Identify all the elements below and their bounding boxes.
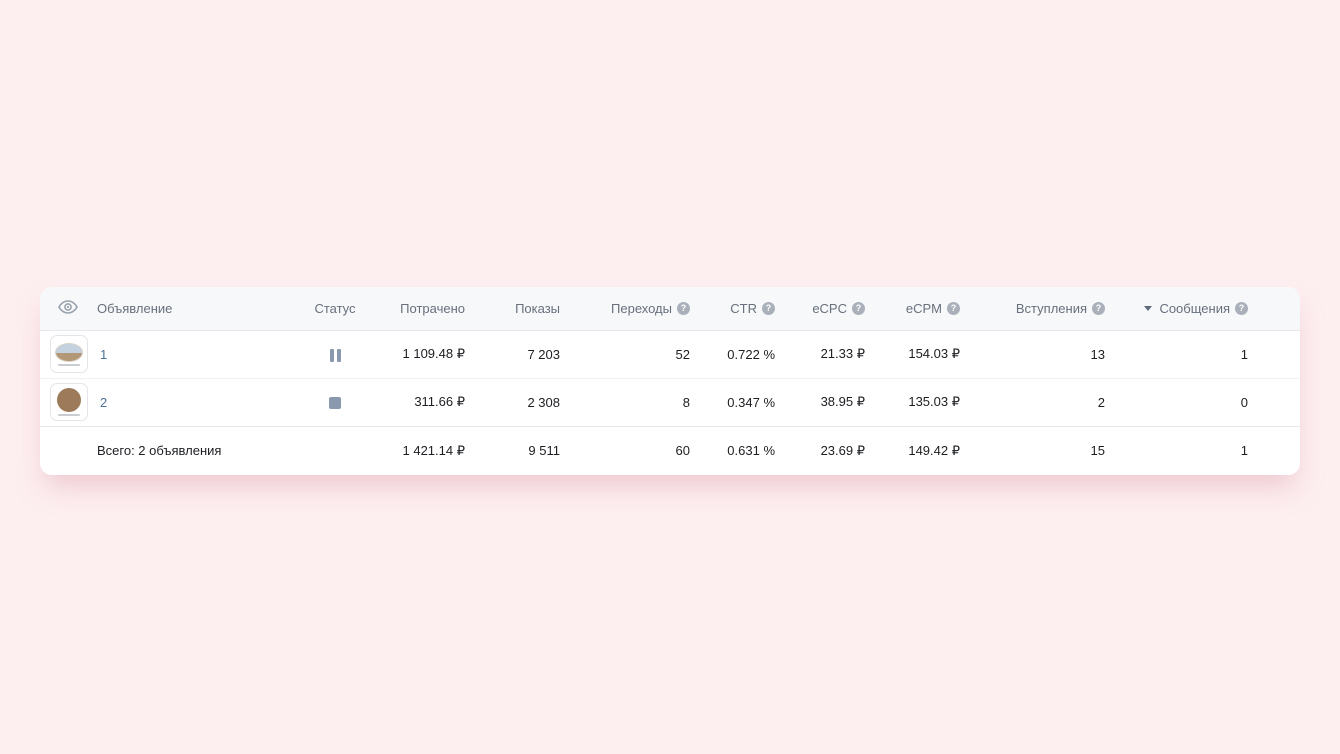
totals-messages-value: 1 [1110, 425, 1300, 475]
column-header-impressions-label: Показы [515, 300, 560, 316]
column-header-ctr[interactable]: CTR ? [695, 287, 780, 331]
help-icon[interactable]: ? [677, 302, 690, 316]
ecpc-value: 21.33 ₽ [780, 330, 870, 378]
spent-value: 1 109.48 ₽ [365, 330, 470, 378]
messages-value: 1 [1110, 330, 1300, 378]
messages-value: 0 [1110, 377, 1300, 426]
column-header-visibility[interactable] [40, 287, 95, 331]
column-header-ad-label: Объявление [97, 300, 173, 316]
column-header-messages-label: Сообщения [1159, 301, 1230, 317]
column-header-joins-label: Вступления [1015, 301, 1087, 317]
column-header-impressions[interactable]: Показы [470, 287, 565, 331]
ctr-value: 0.347 % [695, 377, 780, 426]
table-row-ad-1: 1 1 109.48 ₽ 7 203 52 0.722 % 21.33 ₽ 15… [40, 330, 1300, 378]
ad-name-cell: 1 [95, 330, 305, 378]
joins-value: 2 [965, 377, 1110, 426]
column-header-ad[interactable]: Объявление [95, 287, 305, 331]
column-header-status-label: Статус [314, 300, 356, 316]
thumbnail-caption [58, 414, 80, 416]
totals-impressions-value: 9 511 [470, 425, 565, 475]
totals-row: Всего: 2 объявления 1 421.14 ₽ 9 511 60 … [40, 425, 1300, 475]
totals-clicks-value: 60 [565, 425, 695, 475]
sort-desc-icon [1144, 306, 1153, 312]
impressions-value: 2 308 [470, 377, 565, 426]
column-header-clicks[interactable]: Переходы ? [565, 287, 695, 331]
column-header-status[interactable]: Статус [305, 287, 365, 331]
help-icon[interactable]: ? [1092, 302, 1105, 316]
impressions-value: 7 203 [470, 330, 565, 378]
eye-icon[interactable] [57, 299, 78, 317]
landscape-photo-icon [55, 342, 83, 362]
help-icon[interactable]: ? [852, 302, 865, 316]
dog-photo-icon [57, 388, 81, 412]
ad-thumbnail-cell [40, 330, 95, 378]
table-header: Объявление Статус Потрачено Показы Перех… [40, 287, 1300, 331]
table-row-ad-2: 2 311.66 ₽ 2 308 8 0.347 % 38.95 ₽ 135.0… [40, 377, 1300, 426]
column-header-ecpc[interactable]: eCPC ? [780, 287, 870, 331]
clicks-value: 8 [565, 377, 695, 426]
ecpc-value: 38.95 ₽ [780, 377, 870, 426]
column-header-ctr-label: CTR [730, 301, 757, 317]
column-header-ecpm[interactable]: eCPM ? [870, 287, 965, 331]
ads-stats-table: Объявление Статус Потрачено Показы Перех… [40, 287, 1300, 475]
column-header-joins[interactable]: Вступления ? [965, 287, 1110, 331]
column-header-messages[interactable]: Сообщения ? [1110, 287, 1300, 331]
pause-icon [329, 348, 341, 362]
column-header-spent-label: Потрачено [400, 300, 465, 316]
column-header-clicks-label: Переходы [611, 301, 672, 317]
spent-value: 311.66 ₽ [365, 377, 470, 426]
stop-icon [329, 397, 341, 410]
ad-thumbnail[interactable] [50, 335, 88, 373]
ad-thumbnail[interactable] [50, 383, 88, 421]
ad-name-cell: 2 [95, 377, 305, 426]
totals-spent-value: 1 421.14 ₽ [365, 425, 470, 475]
header-row: Объявление Статус Потрачено Показы Перех… [40, 287, 1300, 331]
ecpm-value: 154.03 ₽ [870, 330, 965, 378]
clicks-value: 52 [565, 330, 695, 378]
thumbnail-caption [58, 363, 80, 366]
help-icon[interactable]: ? [947, 302, 960, 316]
column-header-ecpc-label: eCPC [812, 301, 847, 317]
ad-thumbnail-cell [40, 377, 95, 426]
ecpm-value: 135.03 ₽ [870, 377, 965, 426]
totals-joins-value: 15 [965, 425, 1110, 475]
totals-label: Всего: 2 объявления [40, 425, 305, 475]
totals-ecpm-value: 149.42 ₽ [870, 425, 965, 475]
ads-stats-card: Объявление Статус Потрачено Показы Перех… [40, 287, 1300, 475]
totals-status-cell [305, 425, 365, 475]
totals-ecpc-value: 23.69 ₽ [780, 425, 870, 475]
help-icon[interactable]: ? [762, 302, 775, 316]
help-icon[interactable]: ? [1235, 302, 1248, 316]
ad-name-link[interactable]: 2 [100, 394, 108, 410]
column-header-ecpm-label: eCPM [905, 301, 942, 317]
ad-name-link[interactable]: 1 [100, 346, 108, 362]
column-header-spent[interactable]: Потрачено [365, 287, 470, 331]
ad-status-cell [305, 377, 365, 426]
joins-value: 13 [965, 330, 1110, 378]
ctr-value: 0.722 % [695, 330, 780, 378]
ad-status-cell [305, 330, 365, 378]
totals-ctr-value: 0.631 % [695, 425, 780, 475]
